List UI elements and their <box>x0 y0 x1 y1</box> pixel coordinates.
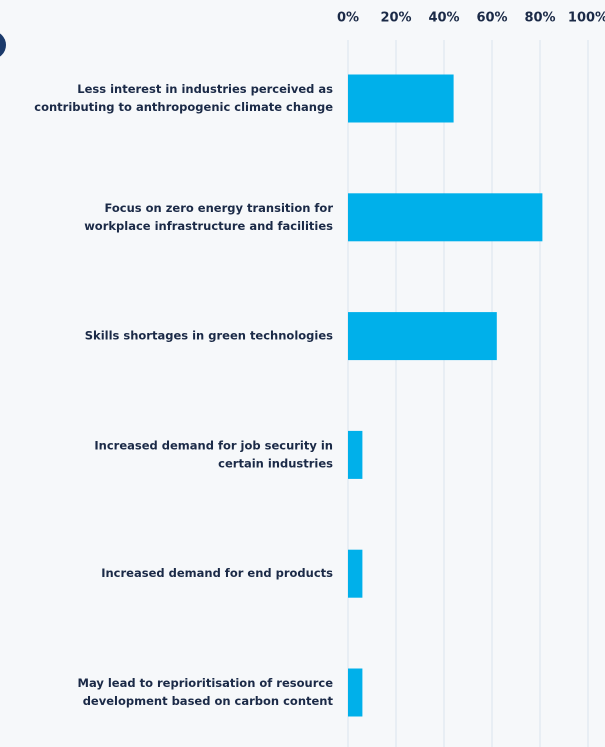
y-tick-label: certain industries <box>218 456 333 470</box>
y-tick-label: Less interest in industries perceived as <box>77 82 333 96</box>
y-tick-label: May lead to reprioritisation of resource <box>78 676 334 690</box>
bar <box>348 312 497 361</box>
y-tick-label: Focus on zero energy transition for <box>104 201 333 215</box>
bar <box>348 668 363 717</box>
y-tick-label: Increased demand for job security in <box>94 438 333 452</box>
x-tick-label: 40% <box>428 11 459 26</box>
y-tick-label: workplace infrastructure and facilities <box>84 219 333 233</box>
y-tick-label: Skills shortages in green technologies <box>85 329 333 343</box>
x-tick-label: 0% <box>337 11 359 26</box>
x-tick-label: 60% <box>476 11 507 26</box>
bar <box>348 193 543 242</box>
x-tick-label: 20% <box>380 11 411 26</box>
y-tick-label: development based on carbon content <box>83 694 334 708</box>
x-tick-label: 80% <box>524 11 555 26</box>
bar <box>348 430 363 479</box>
bar <box>348 549 363 598</box>
decorative-circle <box>0 33 6 57</box>
y-tick-label: Increased demand for end products <box>101 566 333 580</box>
x-tick-label: 100% <box>568 11 605 26</box>
y-tick-label: contributing to anthropogenic climate ch… <box>34 100 333 114</box>
bar <box>348 74 454 123</box>
